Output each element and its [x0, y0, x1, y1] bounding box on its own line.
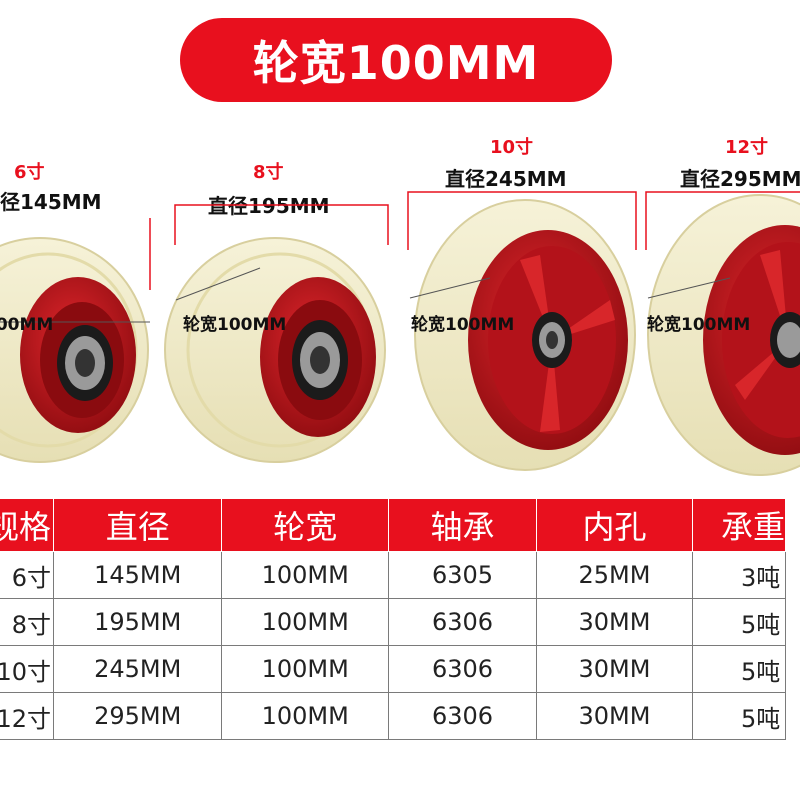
wheel-gallery: 轮宽100MM 轮宽100MM 轮宽100MM 轮宽100MM — [0, 150, 800, 490]
header-bearing: 轴承 — [388, 498, 537, 552]
diameter-label-10: 直径245MM — [445, 167, 567, 191]
cell-spec: 6寸 — [0, 551, 55, 599]
wheel-6-image — [0, 237, 149, 463]
width-label-8: 轮宽100MM — [183, 314, 286, 335]
cell-bore: 25MM — [535, 551, 693, 599]
cell-width: 100MM — [221, 598, 390, 646]
width-label-10: 轮宽100MM — [411, 314, 514, 335]
cell-diameter: 195MM — [53, 598, 223, 646]
spec-table: 规格 直径 轮宽 轴承 内孔 承重 6寸 145MM 100MM 6305 25… — [0, 498, 787, 740]
cell-bore: 30MM — [535, 645, 693, 693]
banner-title: 轮宽100MM — [252, 36, 540, 90]
diameter-label-8: 直径195MM — [208, 194, 330, 218]
cell-width: 100MM — [221, 692, 390, 740]
cell-bearing: 6306 — [388, 692, 537, 740]
table-row: 10寸 245MM 100MM 6306 30MM 5吨 — [0, 645, 787, 693]
width-label-6: 轮宽100MM — [0, 314, 53, 335]
cell-spec: 8寸 — [0, 598, 55, 646]
cell-bore: 30MM — [535, 598, 693, 646]
cell-bearing: 6306 — [388, 598, 537, 646]
cell-diameter: 245MM — [53, 645, 223, 693]
diameter-label-6: 直径145MM — [0, 190, 102, 214]
header-width: 轮宽 — [221, 498, 390, 552]
cell-width: 100MM — [221, 551, 390, 599]
cell-width: 100MM — [221, 645, 390, 693]
size-label-6: 6寸 — [14, 162, 45, 183]
header-bore: 内孔 — [535, 498, 693, 552]
width-label-12: 轮宽100MM — [647, 314, 750, 335]
wheel-10-image — [414, 199, 636, 471]
table-row: 12寸 295MM 100MM 6306 30MM 5吨 — [0, 692, 787, 740]
header-diameter: 直径 — [53, 498, 223, 552]
cell-load: 3吨 — [691, 551, 787, 599]
table-row: 8寸 195MM 100MM 6306 30MM 5吨 — [0, 598, 787, 646]
cell-load: 5吨 — [691, 692, 787, 740]
title-banner: 轮宽100MM — [180, 18, 612, 102]
cell-bearing: 6305 — [388, 551, 537, 599]
cell-load: 5吨 — [691, 598, 787, 646]
header-load: 承重 — [691, 498, 787, 552]
table-row: 6寸 145MM 100MM 6305 25MM 3吨 — [0, 551, 787, 599]
table-header-row: 规格 直径 轮宽 轴承 内孔 承重 — [0, 498, 787, 552]
cell-diameter: 145MM — [53, 551, 223, 599]
header-spec: 规格 — [0, 498, 55, 552]
diameter-label-12: 直径295MM — [680, 167, 800, 191]
cell-bearing: 6306 — [388, 645, 537, 693]
size-label-12: 12寸 — [725, 137, 769, 158]
cell-diameter: 295MM — [53, 692, 223, 740]
cell-spec: 12寸 — [0, 692, 55, 740]
cell-spec: 10寸 — [0, 645, 55, 693]
cell-load: 5吨 — [691, 645, 787, 693]
cell-bore: 30MM — [535, 692, 693, 740]
wheel-8-image — [164, 237, 386, 463]
size-label-8: 8寸 — [253, 162, 284, 183]
size-label-10: 10寸 — [490, 137, 534, 158]
wheel-12-image — [647, 194, 800, 476]
